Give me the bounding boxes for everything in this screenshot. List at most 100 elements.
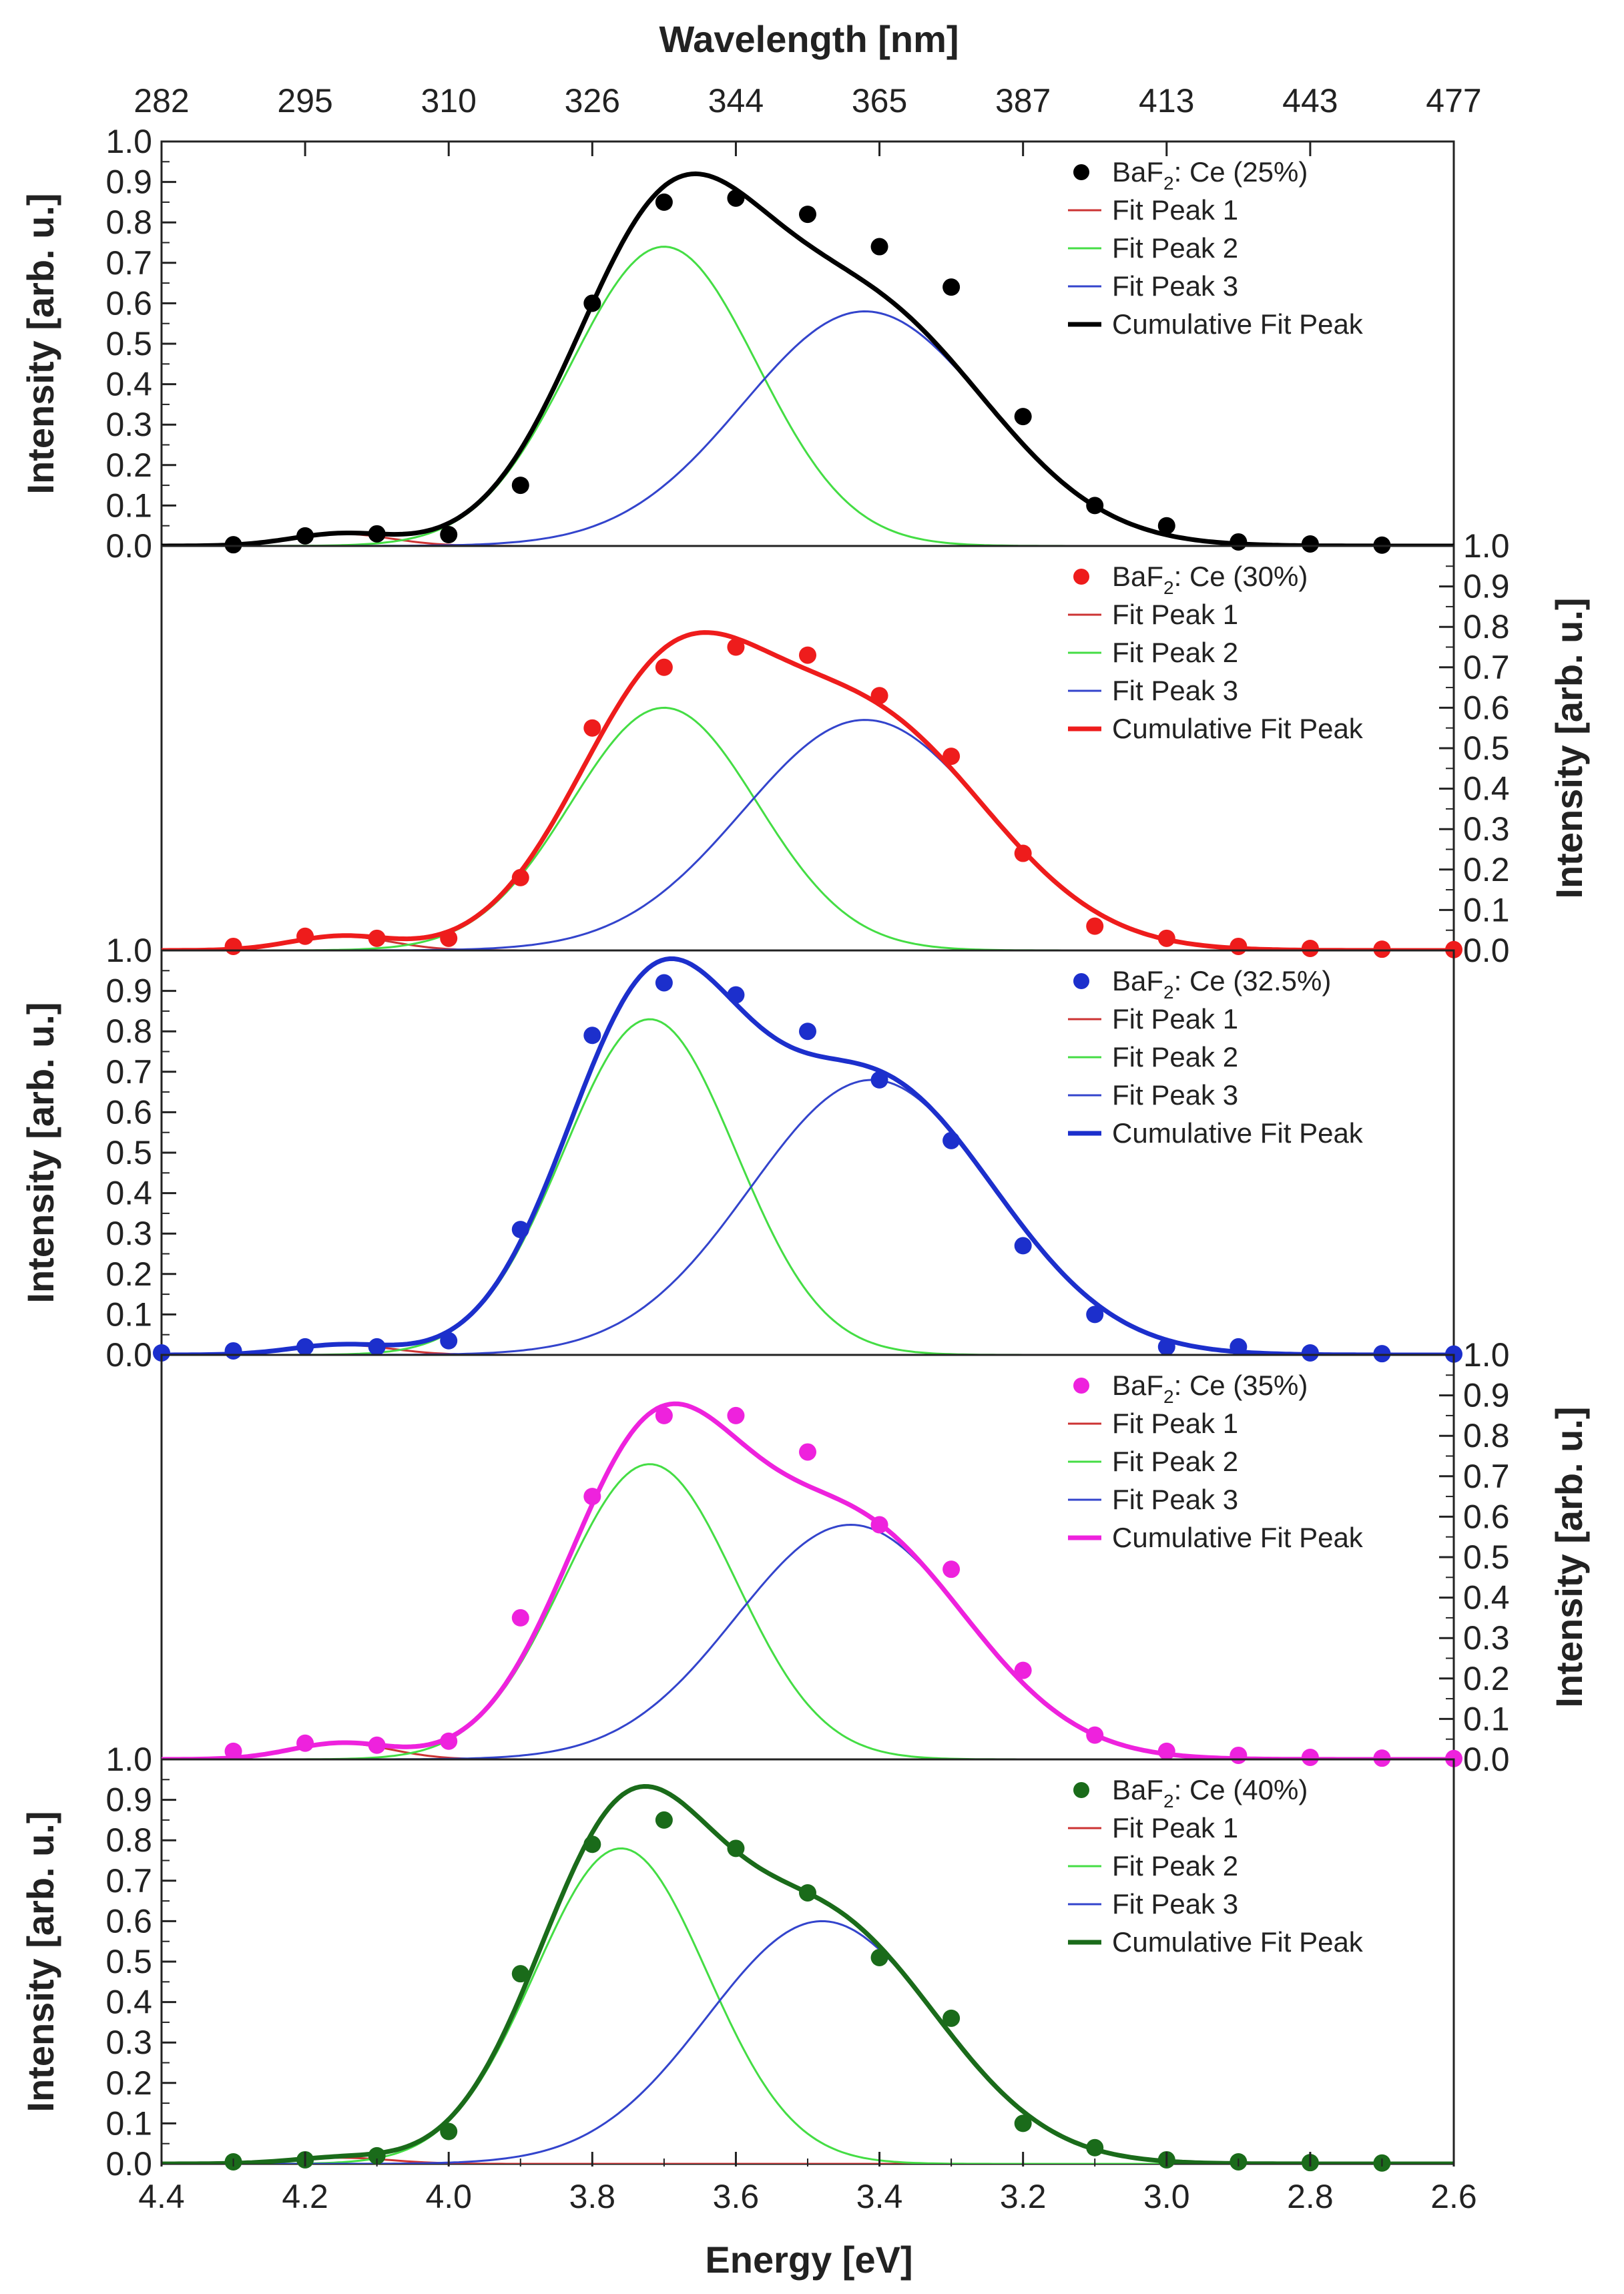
legend-item-label: Cumulative Fit Peak: [1112, 713, 1364, 744]
top-tick-label: 477: [1426, 82, 1481, 119]
top-tick-label: 326: [565, 82, 620, 119]
y-tick-label: 0.2: [1463, 1660, 1510, 1697]
data-point: [1086, 1306, 1104, 1324]
legend-item-label: Fit Peak 2: [1112, 232, 1238, 264]
top-tick-label: 413: [1139, 82, 1194, 119]
data-point: [1301, 1748, 1319, 1766]
legend-item-label: Fit Peak 3: [1112, 675, 1238, 706]
y-tick-label: 0.1: [105, 2104, 152, 2142]
data-point: [1373, 1749, 1391, 1767]
data-point: [655, 974, 673, 992]
y-tick-label: 0.2: [105, 447, 152, 484]
legend-sample-label: BaF2: Ce (32.5%): [1112, 965, 1331, 1002]
y-tick-label: 0.9: [1463, 568, 1510, 605]
data-point: [942, 1131, 961, 1149]
y-tick-label: 0.2: [105, 1255, 152, 1293]
legend-sample-rest: : Ce (25%): [1174, 156, 1308, 188]
legend-sample-label: BaF2: Ce (35%): [1112, 1370, 1308, 1407]
y-tick-label: 0.3: [1463, 810, 1510, 848]
top-tick-label: 443: [1282, 82, 1338, 119]
data-point: [870, 687, 888, 705]
data-point: [942, 748, 961, 766]
y-axis-title: Intensity [arb. u.]: [19, 193, 61, 494]
panel-3: 0.00.10.20.30.4 0.50.60.70.80.91.0 Intensi…: [19, 932, 1462, 1374]
legend-sample-rest: : Ce (32.5%): [1174, 965, 1332, 996]
y-tick-label: 0.4: [105, 1984, 152, 2021]
data-point: [1014, 844, 1032, 862]
y-tick-label: 0.9: [1463, 1377, 1510, 1414]
top-axis-title: Wavelength [nm]: [659, 18, 959, 60]
data-point: [296, 527, 314, 545]
legend-item-label: Fit Peak 2: [1112, 1446, 1238, 1477]
y-tick-label: 0.1: [105, 487, 152, 524]
data-point: [153, 1344, 170, 1362]
legend-marker: [1073, 569, 1089, 585]
y-tick-label: 0.4: [105, 366, 152, 403]
legend-sample-main: BaF: [1112, 965, 1163, 996]
data-point: [1373, 940, 1391, 958]
y-tick-label: 0.7: [105, 244, 152, 282]
data-point: [368, 1736, 386, 1754]
data-point: [1230, 533, 1248, 551]
panels-layer: 0.00.10.20.30.40.50.60.70.80.91.0Intensi…: [19, 123, 1590, 2183]
y-tick-label: 0.7: [1463, 649, 1510, 686]
top-tick-label: 387: [995, 82, 1051, 119]
data-point: [511, 1221, 529, 1239]
data-point: [1014, 1661, 1032, 1679]
y-tick-label: 0.0: [105, 527, 152, 565]
legend-item-label: Fit Peak 3: [1112, 1484, 1238, 1515]
legend-sample-label: BaF2: Ce (25%): [1112, 156, 1308, 194]
data-point: [1157, 929, 1175, 947]
data-point: [583, 294, 601, 312]
data-point: [368, 2146, 386, 2165]
legend-item-label: Cumulative Fit Peak: [1112, 1117, 1364, 1149]
y-tick-label: 0.4: [1463, 770, 1510, 808]
y-tick-label: 0.2: [1463, 851, 1510, 888]
legend-item-label: Cumulative Fit Peak: [1112, 1522, 1364, 1553]
data-point: [1157, 1742, 1175, 1760]
data-point: [440, 1332, 458, 1350]
legend-item-label: Fit Peak 1: [1112, 1408, 1238, 1439]
data-point: [368, 1338, 386, 1356]
legend-marker: [1073, 164, 1089, 180]
y-tick-label: 0.0: [1463, 1741, 1510, 1778]
y-tick-label: 0.1: [1463, 1700, 1510, 1737]
data-point: [1157, 1338, 1175, 1356]
legend-sample-rest: : Ce (35%): [1174, 1370, 1308, 1401]
data-point: [727, 986, 745, 1004]
data-point: [1230, 937, 1248, 955]
x-tick-label: 4.0: [425, 2178, 472, 2215]
legend-item-label: Fit Peak 2: [1112, 637, 1238, 668]
y-tick-label: 0.0: [1463, 932, 1510, 969]
x-axis-title: Energy [eV]: [705, 2239, 912, 2281]
y-tick-label: 0.6: [105, 1093, 152, 1131]
y-tick-label: 0.4: [1463, 1579, 1510, 1617]
data-point: [799, 206, 816, 224]
data-point: [942, 1560, 961, 1579]
legend-item-label: Cumulative Fit Peak: [1112, 308, 1364, 340]
y-tick-label: 0.7: [1463, 1458, 1510, 1495]
top-tick-label: 365: [852, 82, 907, 119]
legend-item-label: Cumulative Fit Peak: [1112, 1926, 1364, 1958]
x-tick-label: 2.6: [1430, 2178, 1477, 2215]
legend-item-label: Fit Peak 2: [1112, 1850, 1238, 1882]
x-tick-label: 4.4: [138, 2178, 185, 2215]
data-point: [1086, 2138, 1104, 2157]
y-tick-label: 1.0: [1463, 1336, 1510, 1374]
y-tick-label: 0.4: [105, 1175, 152, 1212]
legend-item-label: Fit Peak 2: [1112, 1041, 1238, 1073]
data-point: [583, 1488, 601, 1506]
data-point: [1301, 939, 1319, 957]
data-point: [1014, 2114, 1032, 2132]
y-tick-label: 1.0: [105, 932, 152, 969]
data-point: [799, 1443, 816, 1461]
y-tick-label: 0.3: [105, 2024, 152, 2061]
panel-5: 0.00.10.20.30.4 0.50.60.70.80.91.0 Intensi…: [19, 1741, 1455, 2183]
legend-marker: [1073, 1782, 1089, 1798]
y-tick-label: 0.5: [105, 325, 152, 362]
data-point: [1157, 517, 1175, 535]
data-point: [799, 646, 816, 664]
y-tick-label: 0.5: [1463, 730, 1510, 767]
y-tick-label: 0.1: [105, 1296, 152, 1333]
